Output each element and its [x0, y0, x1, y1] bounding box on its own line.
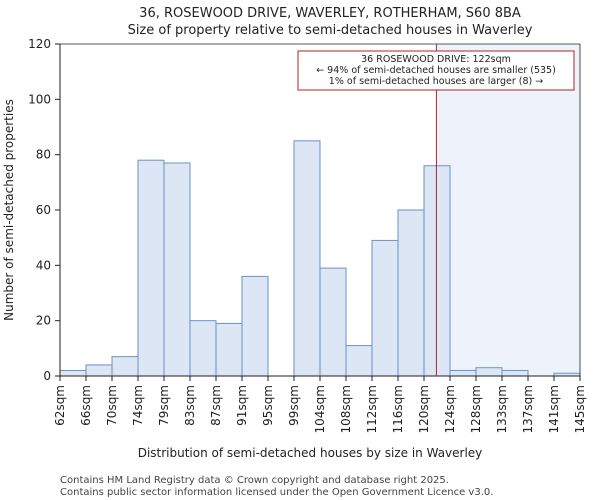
- bar-74sqm: [137, 159, 165, 377]
- bar-108sqm: [345, 345, 373, 377]
- highlight-shaded-region: [436, 44, 580, 376]
- bars-group: [59, 140, 581, 377]
- x-tick-label: 87sqm: [209, 385, 223, 426]
- x-tick-label: 145sqm: [573, 385, 587, 433]
- bar-124sqm: [449, 369, 477, 377]
- bar-66sqm: [85, 364, 113, 377]
- bar-133sqm: [501, 369, 529, 377]
- x-ticks-group: 62sqm 66sqm 70sqm 74sqm 79sqm 83sqm 87sqm 91sqm…: [53, 376, 587, 433]
- x-tick-label: 124sqm: [443, 385, 457, 433]
- bar-79sqm: [163, 162, 191, 377]
- x-tick-label: 99sqm: [287, 385, 301, 426]
- y-tick-label: 80: [36, 148, 51, 162]
- x-tick-label: 91sqm: [235, 385, 249, 426]
- bar-70sqm: [111, 356, 139, 377]
- x-tick-label: 120sqm: [417, 385, 431, 433]
- bar-128sqm: [475, 367, 503, 377]
- x-tick-label: 133sqm: [495, 385, 509, 433]
- x-tick-label: 66sqm: [79, 385, 93, 426]
- annotation-line-1: 36 ROSEWOOD DRIVE: 122sqm: [361, 54, 511, 65]
- x-tick-label: 70sqm: [105, 385, 119, 426]
- x-tick-label: 104sqm: [313, 385, 327, 433]
- chart-title: 36, ROSEWOOD DRIVE, WAVERLEY, ROTHERHAM,…: [139, 6, 521, 21]
- x-tick-label: 79sqm: [157, 385, 171, 426]
- y-ticks-group: 0 20 40 60 80 100 120: [28, 37, 60, 383]
- y-tick-label: 20: [36, 314, 51, 328]
- y-tick-label: 60: [36, 203, 51, 217]
- bar-91sqm: [241, 275, 269, 377]
- footer-line-2: Contains public sector information licen…: [60, 487, 493, 498]
- x-tick-label: 95sqm: [261, 385, 275, 426]
- y-tick-label: 120: [28, 37, 51, 51]
- y-tick-label: 0: [43, 369, 51, 383]
- x-tick-label: 112sqm: [365, 385, 379, 433]
- y-tick-label: 40: [36, 258, 51, 272]
- bar-99sqm: [293, 140, 321, 377]
- x-tick-label: 116sqm: [391, 385, 405, 433]
- x-tick-label: 108sqm: [339, 385, 353, 433]
- chart-subtitle: Size of property relative to semi-detach…: [128, 23, 533, 38]
- bar-120sqm: [423, 165, 451, 377]
- annotation-box: [297, 50, 575, 91]
- bar-83sqm: [189, 320, 217, 377]
- x-tick-label: 128sqm: [469, 385, 483, 433]
- x-tick-label: 74sqm: [131, 385, 145, 426]
- x-tick-label: 137sqm: [521, 385, 535, 433]
- y-tick-label: 100: [28, 92, 51, 106]
- footer-line-1: Contains HM Land Registry data © Crown c…: [60, 475, 449, 486]
- bar-104sqm: [319, 267, 347, 377]
- bar-112sqm: [371, 239, 399, 377]
- x-tick-label: 83sqm: [183, 385, 197, 426]
- y-axis-label: Number of semi-detached properties: [2, 99, 16, 321]
- bar-62sqm: [59, 369, 87, 377]
- x-tick-label: 62sqm: [53, 385, 67, 426]
- annotation-line-2: ← 94% of semi-detached houses are smalle…: [316, 65, 556, 76]
- x-axis-label: Distribution of semi-detached houses by …: [138, 446, 483, 460]
- x-tick-label: 141sqm: [547, 385, 561, 433]
- annotation-line-3: 1% of semi-detached houses are larger (8…: [329, 76, 543, 87]
- bar-116sqm: [397, 209, 425, 377]
- bar-87sqm: [215, 322, 243, 377]
